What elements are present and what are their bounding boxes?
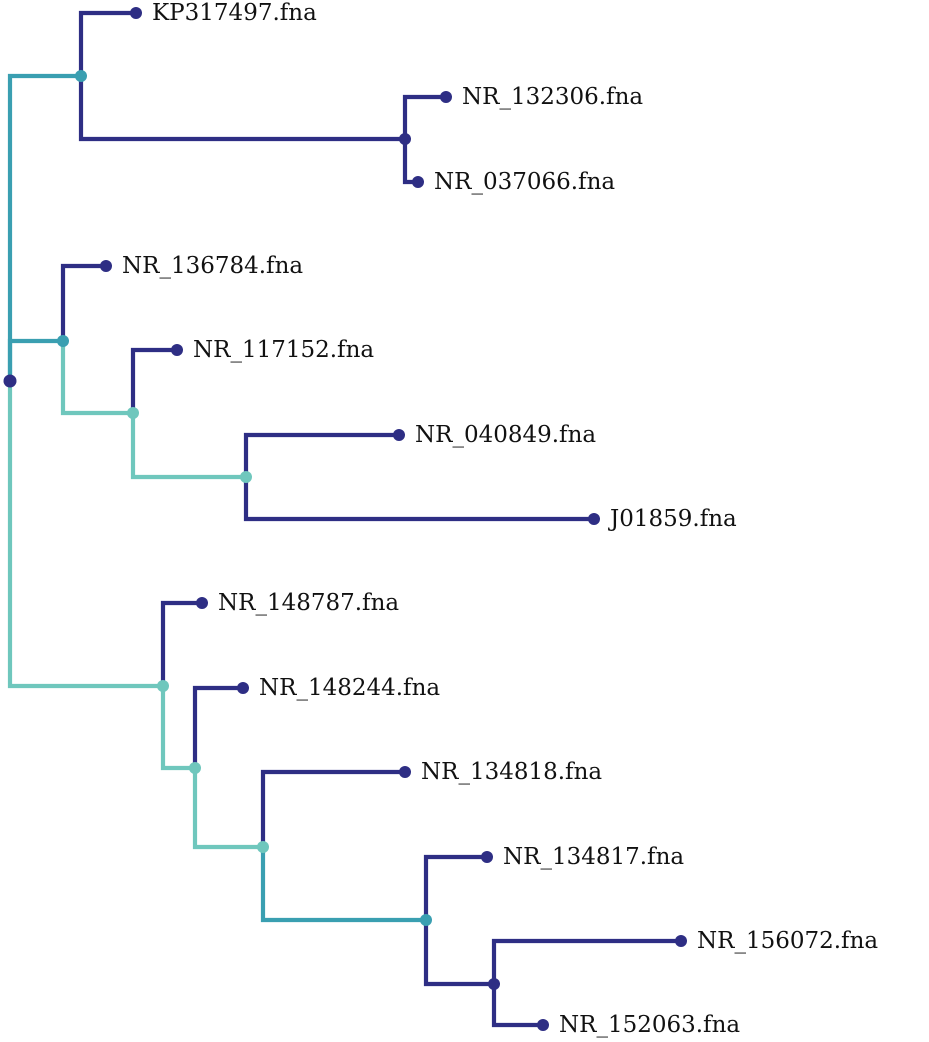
leaf-node-marker <box>412 176 424 188</box>
branch-to-leaf-nr136784 <box>60 263 109 344</box>
branch-to-leaf-nr148244 <box>192 685 246 771</box>
leaf-label-nr152063: NR_152063.fna <box>559 1012 740 1038</box>
branch-to-leaf-nr132306 <box>402 94 449 142</box>
leaf-node-marker <box>100 260 112 272</box>
branch-to-n8 <box>192 765 266 850</box>
leaf-node-marker <box>399 766 411 778</box>
leaf-node-marker <box>537 1019 549 1031</box>
branch-to-leaf-nr134818 <box>260 769 408 850</box>
leaf-node-marker <box>393 429 405 441</box>
leaf-label-nr117152: NR_117152.fna <box>193 337 374 363</box>
leaf-node-marker <box>130 7 142 19</box>
branch-to-n2 <box>78 73 408 142</box>
branch-to-n6 <box>7 378 166 689</box>
branch-to-leaf-nr117152 <box>130 347 180 416</box>
branch-to-leaf-nr152063 <box>491 981 546 1028</box>
leaf-node-marker <box>588 513 600 525</box>
tree-edges <box>7 10 684 1028</box>
leaf-node-marker <box>675 935 687 947</box>
leaf-node-marker <box>440 91 452 103</box>
leaf-label-nr156072: NR_156072.fna <box>697 928 878 954</box>
branch-to-n4 <box>60 338 136 416</box>
branch-to-leaf-nr156072 <box>491 938 684 987</box>
branch-to-leaf-kp317497 <box>78 10 139 79</box>
internal-node-marker <box>488 978 500 990</box>
leaf-label-nr037066: NR_037066.fna <box>434 169 615 195</box>
leaf-label-j01859: J01859.fna <box>608 506 737 532</box>
leaf-node-marker <box>196 597 208 609</box>
branch-to-leaf-nr037066 <box>402 136 421 185</box>
leaf-label-nr040849: NR_040849.fna <box>415 422 596 448</box>
branch-to-n3 <box>7 338 66 384</box>
branch-to-leaf-nr148787 <box>160 600 205 689</box>
leaf-label-nr136784: NR_136784.fna <box>122 253 303 279</box>
root-node-marker <box>3 374 17 388</box>
leaf-label-nr148787: NR_148787.fna <box>218 590 399 616</box>
internal-node-marker <box>57 335 69 347</box>
leaf-node-marker <box>171 344 183 356</box>
leaf-label-kp317497: KP317497.fna <box>152 0 317 26</box>
leaf-label-nr132306: NR_132306.fna <box>462 84 643 110</box>
leaf-label-nr134818: NR_134818.fna <box>421 759 602 785</box>
branch-to-leaf-nr134817 <box>423 854 490 923</box>
leaf-labels: KP317497.fna NR_132306.fna NR_037066.fna NR… <box>122 0 878 1038</box>
internal-node-marker <box>189 762 201 774</box>
internal-node-marker <box>240 471 252 483</box>
tree-nodes <box>3 7 687 1031</box>
internal-node-marker <box>157 680 169 692</box>
branch-to-n1 <box>7 73 84 384</box>
branch-to-n7 <box>160 683 198 771</box>
branch-to-leaf-j01859 <box>243 474 597 522</box>
leaf-node-marker <box>237 682 249 694</box>
internal-node-marker <box>75 70 87 82</box>
internal-node-marker <box>257 841 269 853</box>
branch-to-n9 <box>260 844 429 923</box>
internal-node-marker <box>420 914 432 926</box>
internal-node-marker <box>127 407 139 419</box>
branch-to-n10 <box>423 917 497 987</box>
branch-to-leaf-nr040849 <box>243 432 402 480</box>
leaf-node-marker <box>481 851 493 863</box>
leaf-label-nr134817: NR_134817.fna <box>503 844 684 870</box>
leaf-label-nr148244: NR_148244.fna <box>259 675 440 701</box>
internal-node-marker <box>399 133 411 145</box>
branch-to-n5 <box>130 410 249 480</box>
